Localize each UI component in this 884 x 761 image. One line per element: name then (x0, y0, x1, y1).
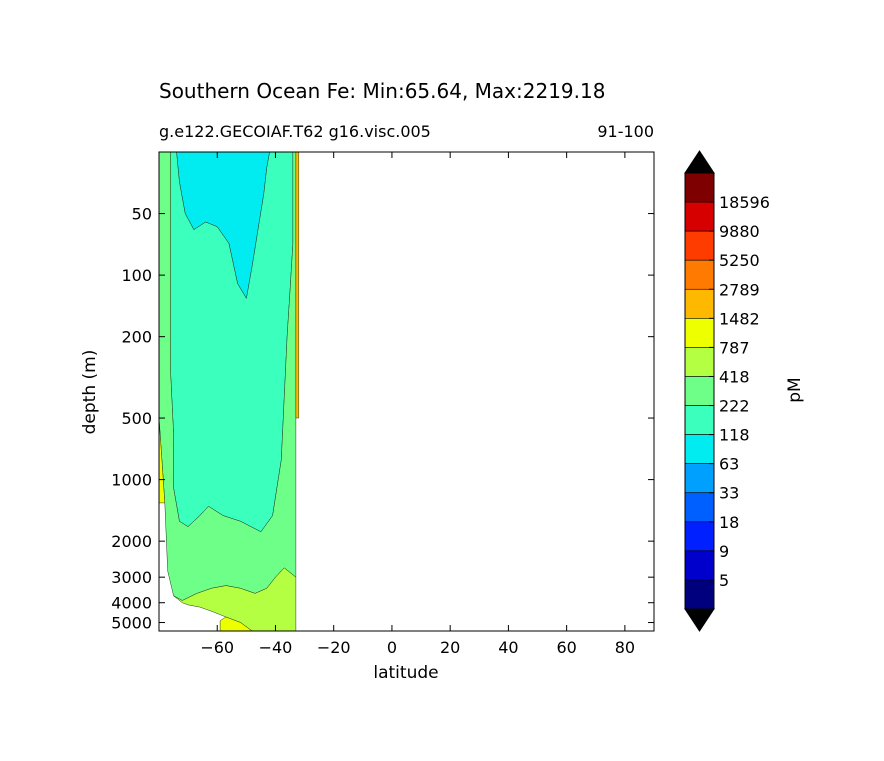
contour-region-3 (173, 567, 297, 631)
x-tick-label: −60 (200, 638, 234, 657)
colorbar-tick-label: 222 (719, 397, 750, 416)
colorbar-swatch (684, 318, 715, 348)
contour-regions (159, 152, 300, 631)
y-tick-label: 100 (121, 266, 152, 285)
x-tick-label: 0 (387, 638, 397, 657)
colorbar-swatch (684, 347, 715, 377)
colorbar-tick-label: 33 (719, 484, 739, 503)
contour-region-5 (159, 417, 166, 504)
colorbar-swatch (684, 434, 715, 464)
colorbar-tick-label: 787 (719, 338, 750, 357)
y-tick-label: 50 (132, 205, 152, 224)
colorbar-tick-label: 1482 (719, 309, 760, 328)
y-tick-label: 3000 (111, 568, 152, 587)
colorbar-swatch (684, 492, 715, 523)
x-axis: −60 −40 −20 0 20 40 60 80 (200, 152, 635, 657)
y-tick-label: 4000 (111, 594, 152, 613)
chart-subtitle-left: g.e122.GECOIAF.T62 g16.visc.005 (159, 122, 431, 141)
plot-frame (158, 151, 655, 632)
colorbar-tick-label: 18596 (719, 193, 770, 212)
colorbar-tick-label: 418 (719, 367, 750, 386)
colorbar-tick-label: 9880 (719, 222, 760, 241)
colorbar-extend-bottom (684, 608, 715, 632)
y-tick-label: 200 (121, 328, 152, 347)
colorbar: 5 9 18 33 63 118 222 418 787 1482 2789 5250 9880 1859… (684, 150, 770, 632)
colorbar-tick-label: 5 (719, 571, 729, 590)
colorbar-swatch (684, 201, 715, 232)
colorbar-swatch (684, 405, 715, 435)
colorbar-frame (684, 172, 715, 610)
x-tick-label: 80 (615, 638, 635, 657)
y-tick-label: 1000 (111, 471, 152, 490)
colorbar-swatch (684, 259, 715, 290)
x-tick-label: 20 (440, 638, 460, 657)
colorbar-tick-label: 63 (719, 455, 739, 474)
colorbar-extend-top (684, 150, 715, 174)
chart-subtitle-right: 91-100 (597, 122, 654, 141)
contour-region-6 (295, 152, 300, 419)
y-axis-label: depth (m) (80, 350, 100, 435)
y-tick-label: 500 (121, 409, 152, 428)
colorbar-tick-label: 118 (719, 426, 750, 445)
colorbar-swatch (684, 376, 715, 406)
colorbar-tick-label: 9 (719, 542, 729, 561)
colorbar-swatch (684, 463, 715, 494)
chart-title: Southern Ocean Fe: Min:65.64, Max:2219.1… (159, 79, 605, 103)
colorbar-tick-label: 5250 (719, 251, 760, 270)
x-tick-label: 60 (556, 638, 576, 657)
y-tick-label: 2000 (111, 532, 152, 551)
colorbar-tick-label: 18 (719, 513, 739, 532)
x-axis-label: latitude (373, 663, 438, 683)
colorbar-label: pM (785, 377, 805, 402)
colorbar-tick-label: 2789 (719, 280, 760, 299)
colorbar-swatch (684, 172, 715, 203)
colorbar-swatch (684, 579, 715, 610)
colorbar-swatch (684, 288, 715, 319)
colorbar-swatch (684, 521, 715, 552)
colorbar-swatch (684, 230, 715, 261)
contour-region-4 (219, 616, 253, 631)
x-tick-label: 40 (498, 638, 518, 657)
x-tick-label: −20 (317, 638, 351, 657)
x-tick-label: −40 (259, 638, 293, 657)
y-tick-label: 5000 (111, 614, 152, 633)
colorbar-swatch (684, 550, 715, 581)
